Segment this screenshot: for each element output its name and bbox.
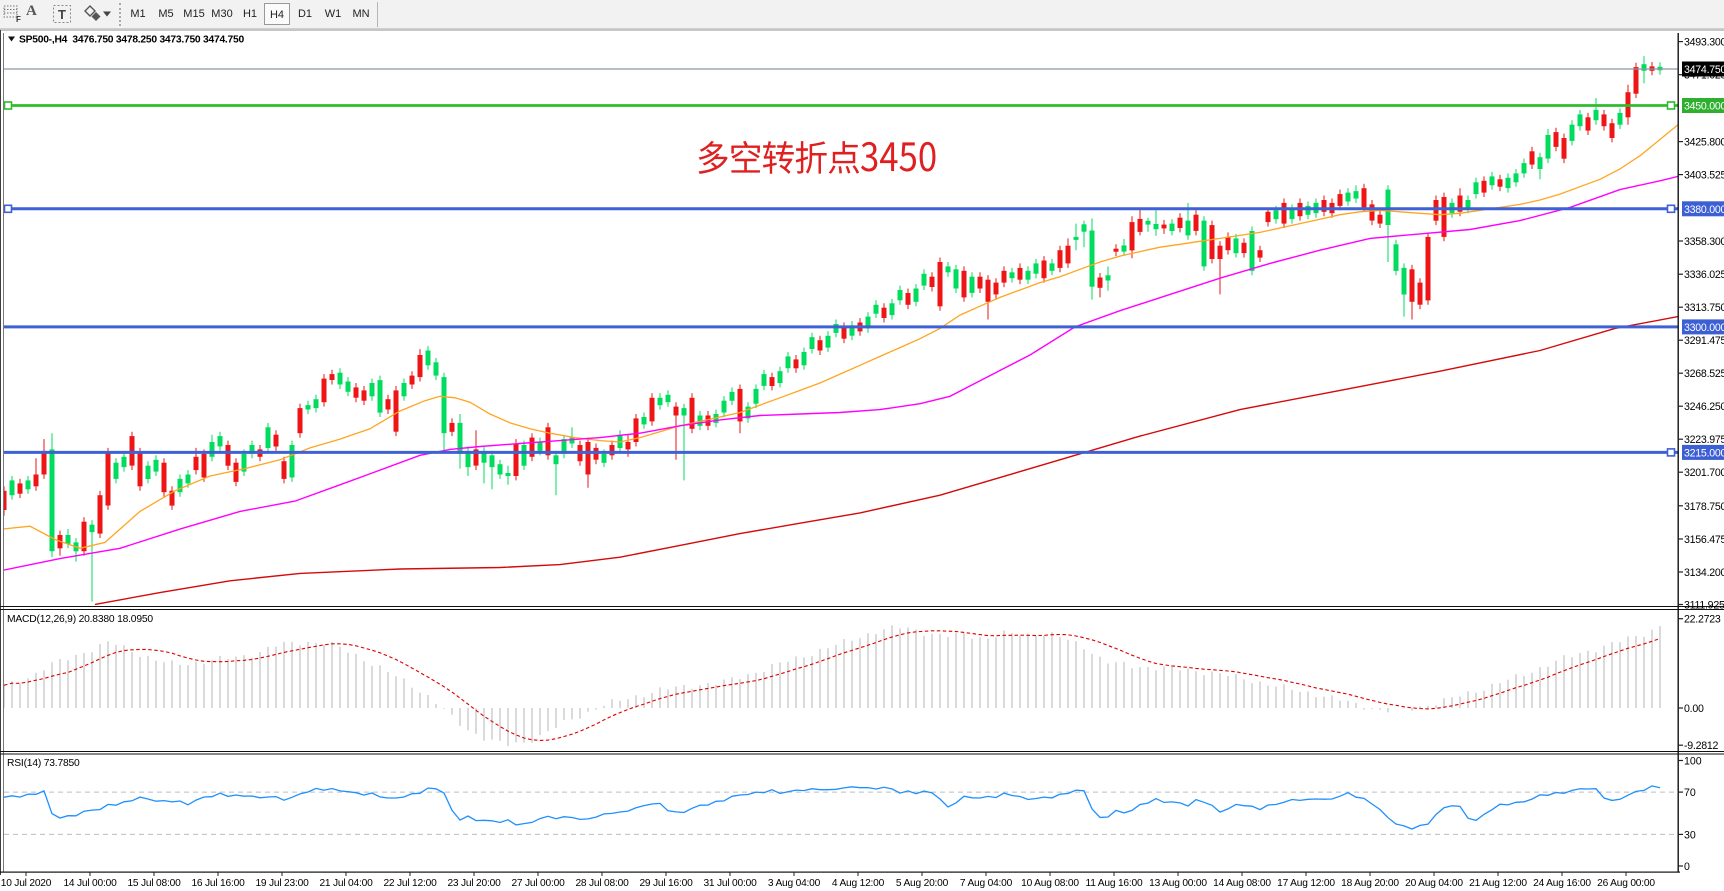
svg-text:3156.475: 3156.475 — [1684, 534, 1724, 546]
svg-text:15 Jul 08:00: 15 Jul 08:00 — [127, 878, 181, 889]
svg-text:100: 100 — [1684, 756, 1702, 768]
svg-text:30: 30 — [1684, 829, 1696, 841]
svg-text:17 Aug 12:00: 17 Aug 12:00 — [1277, 878, 1335, 889]
svg-text:SP500-,H4 3476.750 3478.250 3: SP500-,H4 3476.750 3478.250 3473.750 347… — [19, 35, 244, 46]
svg-text:0: 0 — [1684, 861, 1690, 873]
svg-text:3268.525: 3268.525 — [1684, 368, 1724, 380]
svg-text:29 Jul 16:00: 29 Jul 16:00 — [639, 878, 693, 889]
svg-text:20 Aug 04:00: 20 Aug 04:00 — [1405, 878, 1463, 889]
svg-text:3403.525: 3403.525 — [1684, 170, 1724, 182]
svg-text:MACD(12,26,9) 20.8380 18.0950: MACD(12,26,9) 20.8380 18.0950 — [7, 614, 153, 625]
svg-text:70: 70 — [1684, 787, 1696, 799]
svg-text:3425.800: 3425.800 — [1684, 137, 1724, 149]
svg-text:T: T — [58, 7, 66, 22]
svg-text:RSI(14) 73.7850: RSI(14) 73.7850 — [7, 758, 80, 769]
svg-text:7 Aug 04:00: 7 Aug 04:00 — [960, 878, 1013, 889]
svg-text:3380.000: 3380.000 — [1684, 204, 1724, 216]
svg-text:3201.700: 3201.700 — [1684, 467, 1724, 479]
svg-text:14 Aug 08:00: 14 Aug 08:00 — [1213, 878, 1271, 889]
svg-text:18 Aug 20:00: 18 Aug 20:00 — [1341, 878, 1399, 889]
svg-text:3246.250: 3246.250 — [1684, 401, 1724, 413]
svg-text:16 Jul 16:00: 16 Jul 16:00 — [191, 878, 245, 889]
svg-text:22.2723: 22.2723 — [1684, 614, 1721, 626]
svg-text:21 Aug 12:00: 21 Aug 12:00 — [1469, 878, 1527, 889]
svg-text:3178.750: 3178.750 — [1684, 501, 1724, 513]
svg-text:14 Jul 00:00: 14 Jul 00:00 — [63, 878, 117, 889]
svg-text:3134.200: 3134.200 — [1684, 567, 1724, 579]
svg-text:3313.750: 3313.750 — [1684, 302, 1724, 314]
svg-text:F: F — [16, 15, 21, 24]
svg-text:21 Jul 04:00: 21 Jul 04:00 — [319, 878, 373, 889]
svg-text:0.00: 0.00 — [1684, 703, 1704, 715]
svg-text:23 Jul 20:00: 23 Jul 20:00 — [447, 878, 501, 889]
svg-text:28 Jul 08:00: 28 Jul 08:00 — [575, 878, 629, 889]
svg-text:26 Aug 00:00: 26 Aug 00:00 — [1597, 878, 1655, 889]
svg-text:22 Jul 12:00: 22 Jul 12:00 — [383, 878, 437, 889]
svg-text:13 Aug 00:00: 13 Aug 00:00 — [1149, 878, 1207, 889]
svg-text:31 Jul 00:00: 31 Jul 00:00 — [703, 878, 757, 889]
svg-text:3493.300: 3493.300 — [1684, 37, 1724, 49]
svg-text:19 Jul 23:00: 19 Jul 23:00 — [255, 878, 309, 889]
svg-text:3474.750: 3474.750 — [1684, 64, 1724, 76]
svg-text:11 Aug 16:00: 11 Aug 16:00 — [1086, 878, 1143, 889]
svg-text:3358.300: 3358.300 — [1684, 236, 1724, 248]
svg-text:3 Aug 04:00: 3 Aug 04:00 — [768, 878, 821, 889]
svg-text:10 Jul 2020: 10 Jul 2020 — [1, 878, 52, 889]
svg-text:-9.2812: -9.2812 — [1684, 740, 1719, 752]
svg-text:4 Aug 12:00: 4 Aug 12:00 — [832, 878, 885, 889]
svg-text:3215.000: 3215.000 — [1684, 447, 1724, 459]
svg-text:3223.975: 3223.975 — [1684, 434, 1724, 446]
svg-text:10 Aug 08:00: 10 Aug 08:00 — [1021, 878, 1079, 889]
svg-text:3300.000: 3300.000 — [1684, 322, 1724, 334]
svg-text:5 Aug 20:00: 5 Aug 20:00 — [896, 878, 949, 889]
svg-text:24 Aug 16:00: 24 Aug 16:00 — [1533, 878, 1591, 889]
svg-text:3111.925: 3111.925 — [1684, 600, 1724, 612]
svg-text:3291.475: 3291.475 — [1684, 335, 1724, 347]
svg-text:3450.000: 3450.000 — [1684, 101, 1724, 113]
svg-text:3336.025: 3336.025 — [1684, 269, 1724, 281]
svg-text:27 Jul 00:00: 27 Jul 00:00 — [511, 878, 565, 889]
